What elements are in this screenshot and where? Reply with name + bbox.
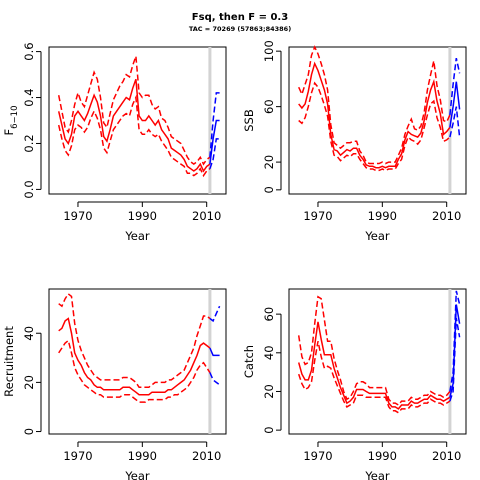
catch-y-tick-label: 60 bbox=[262, 307, 276, 322]
catch-x-tick-label: 2010 bbox=[432, 449, 461, 463]
ssb-y-axis-label: SSB bbox=[242, 109, 256, 132]
ssb-plot-frame bbox=[288, 46, 467, 195]
ssb-series-proj_lower bbox=[449, 106, 461, 138]
ssb-x-tick-label: 1970 bbox=[303, 209, 332, 223]
catch-x-tick-label: 1990 bbox=[368, 449, 397, 463]
catch-x-tick-label: 1970 bbox=[303, 449, 332, 463]
fbar-y-tick-label: 0.2 bbox=[22, 134, 36, 152]
ssb-series-upper bbox=[298, 45, 451, 165]
catch-y-axis-label: Catch bbox=[242, 345, 256, 378]
catch-series-lower bbox=[297, 341, 451, 414]
catch-y-tick-label: 0 bbox=[262, 426, 276, 433]
fbar-y-axis-label: F6−10 bbox=[2, 106, 20, 136]
ssb-x-axis-label: Year bbox=[364, 229, 390, 243]
ssb-x-tick-label: 2010 bbox=[432, 209, 461, 223]
ssb-series-median bbox=[298, 61, 451, 169]
recruitment-y-tick-label: 40 bbox=[22, 326, 36, 341]
ssb-series-proj_upper bbox=[449, 57, 461, 116]
ssb-y-tick-label: 100 bbox=[262, 40, 276, 62]
fbar-series-lower bbox=[57, 94, 211, 178]
catch-plot-frame bbox=[288, 288, 467, 435]
ssb-series-lower bbox=[298, 81, 451, 172]
recruitment-y-tick-label: 0 bbox=[22, 428, 36, 435]
fbar-y-axis-label-main: F bbox=[2, 129, 16, 136]
fbar-series-upper bbox=[57, 55, 211, 166]
panel-catch: 1970 1990 2010 Year 0 20 40 60 Catch bbox=[242, 288, 467, 480]
recruitment-x-tick-label: 1990 bbox=[128, 449, 157, 463]
fbar-x-tick-label: 2010 bbox=[192, 209, 221, 223]
catch-y-tick-label: 40 bbox=[262, 345, 276, 360]
panel-recruitment: 1970 1990 2010 Year 0 20 40 Recruitment bbox=[2, 288, 227, 480]
recruitment-x-axis-label: Year bbox=[124, 469, 150, 480]
fbar-y-tick-label: 0.6 bbox=[22, 42, 36, 60]
fbar-x-axis-label: Year bbox=[124, 229, 150, 243]
fbar-y-axis-label-sub: 6−10 bbox=[10, 106, 20, 129]
recruitment-series-proj_median bbox=[209, 347, 220, 357]
figure-title: Fsq, then F = 0.3 bbox=[192, 12, 288, 23]
catch-x-axis-label: Year bbox=[364, 469, 390, 480]
recruitment-y-axis-label: Recruitment bbox=[2, 326, 16, 397]
fbar-x-tick-label: 1970 bbox=[63, 209, 92, 223]
catch-y-tick-label: 20 bbox=[262, 384, 276, 399]
catch-series-upper bbox=[297, 295, 451, 406]
fbar-series-proj_lower bbox=[209, 138, 220, 169]
catch-series-proj_upper bbox=[449, 290, 461, 392]
fbar-y-tick-label: 0.4 bbox=[22, 88, 36, 106]
ssb-y-tick-label: 0 bbox=[262, 186, 276, 193]
fbar-series-proj_upper bbox=[209, 92, 220, 158]
fbar-series-proj_median bbox=[209, 119, 220, 165]
recruitment-series-proj_lower bbox=[209, 372, 221, 386]
recruitment-y-tick-label: 20 bbox=[22, 375, 36, 390]
recruitment-series-proj_upper bbox=[209, 305, 221, 323]
fbar-plot-frame bbox=[48, 46, 227, 195]
catch-series-median bbox=[297, 321, 451, 410]
recruitment-series-lower bbox=[58, 339, 211, 403]
panel-fbar: 1970 1990 2010 Year 0.0 0.2 0.4 0.6 F6−10 bbox=[2, 42, 227, 243]
panel-ssb: 1970 1990 2010 Year 0 20 60 100 SSB bbox=[242, 40, 467, 243]
fbar-series-median bbox=[57, 78, 211, 173]
ssb-y-tick-label: 20 bbox=[262, 155, 276, 170]
recruitment-series-median bbox=[58, 317, 211, 396]
recruitment-x-tick-label: 2010 bbox=[192, 449, 221, 463]
fbar-x-tick-label: 1990 bbox=[128, 209, 157, 223]
fbar-y-tick-label: 0.0 bbox=[22, 180, 36, 198]
ssb-series-proj_median bbox=[449, 81, 461, 128]
recruitment-plot-frame bbox=[48, 288, 227, 435]
catch-series-proj_lower bbox=[449, 317, 461, 402]
ssb-y-tick-label: 60 bbox=[262, 99, 276, 114]
recruitment-x-tick-label: 1970 bbox=[63, 449, 92, 463]
recruitment-series-upper bbox=[58, 292, 211, 389]
figure-subtitle: TAC = 70269 (57863;84386) bbox=[189, 25, 291, 33]
ssb-x-tick-label: 1990 bbox=[368, 209, 397, 223]
